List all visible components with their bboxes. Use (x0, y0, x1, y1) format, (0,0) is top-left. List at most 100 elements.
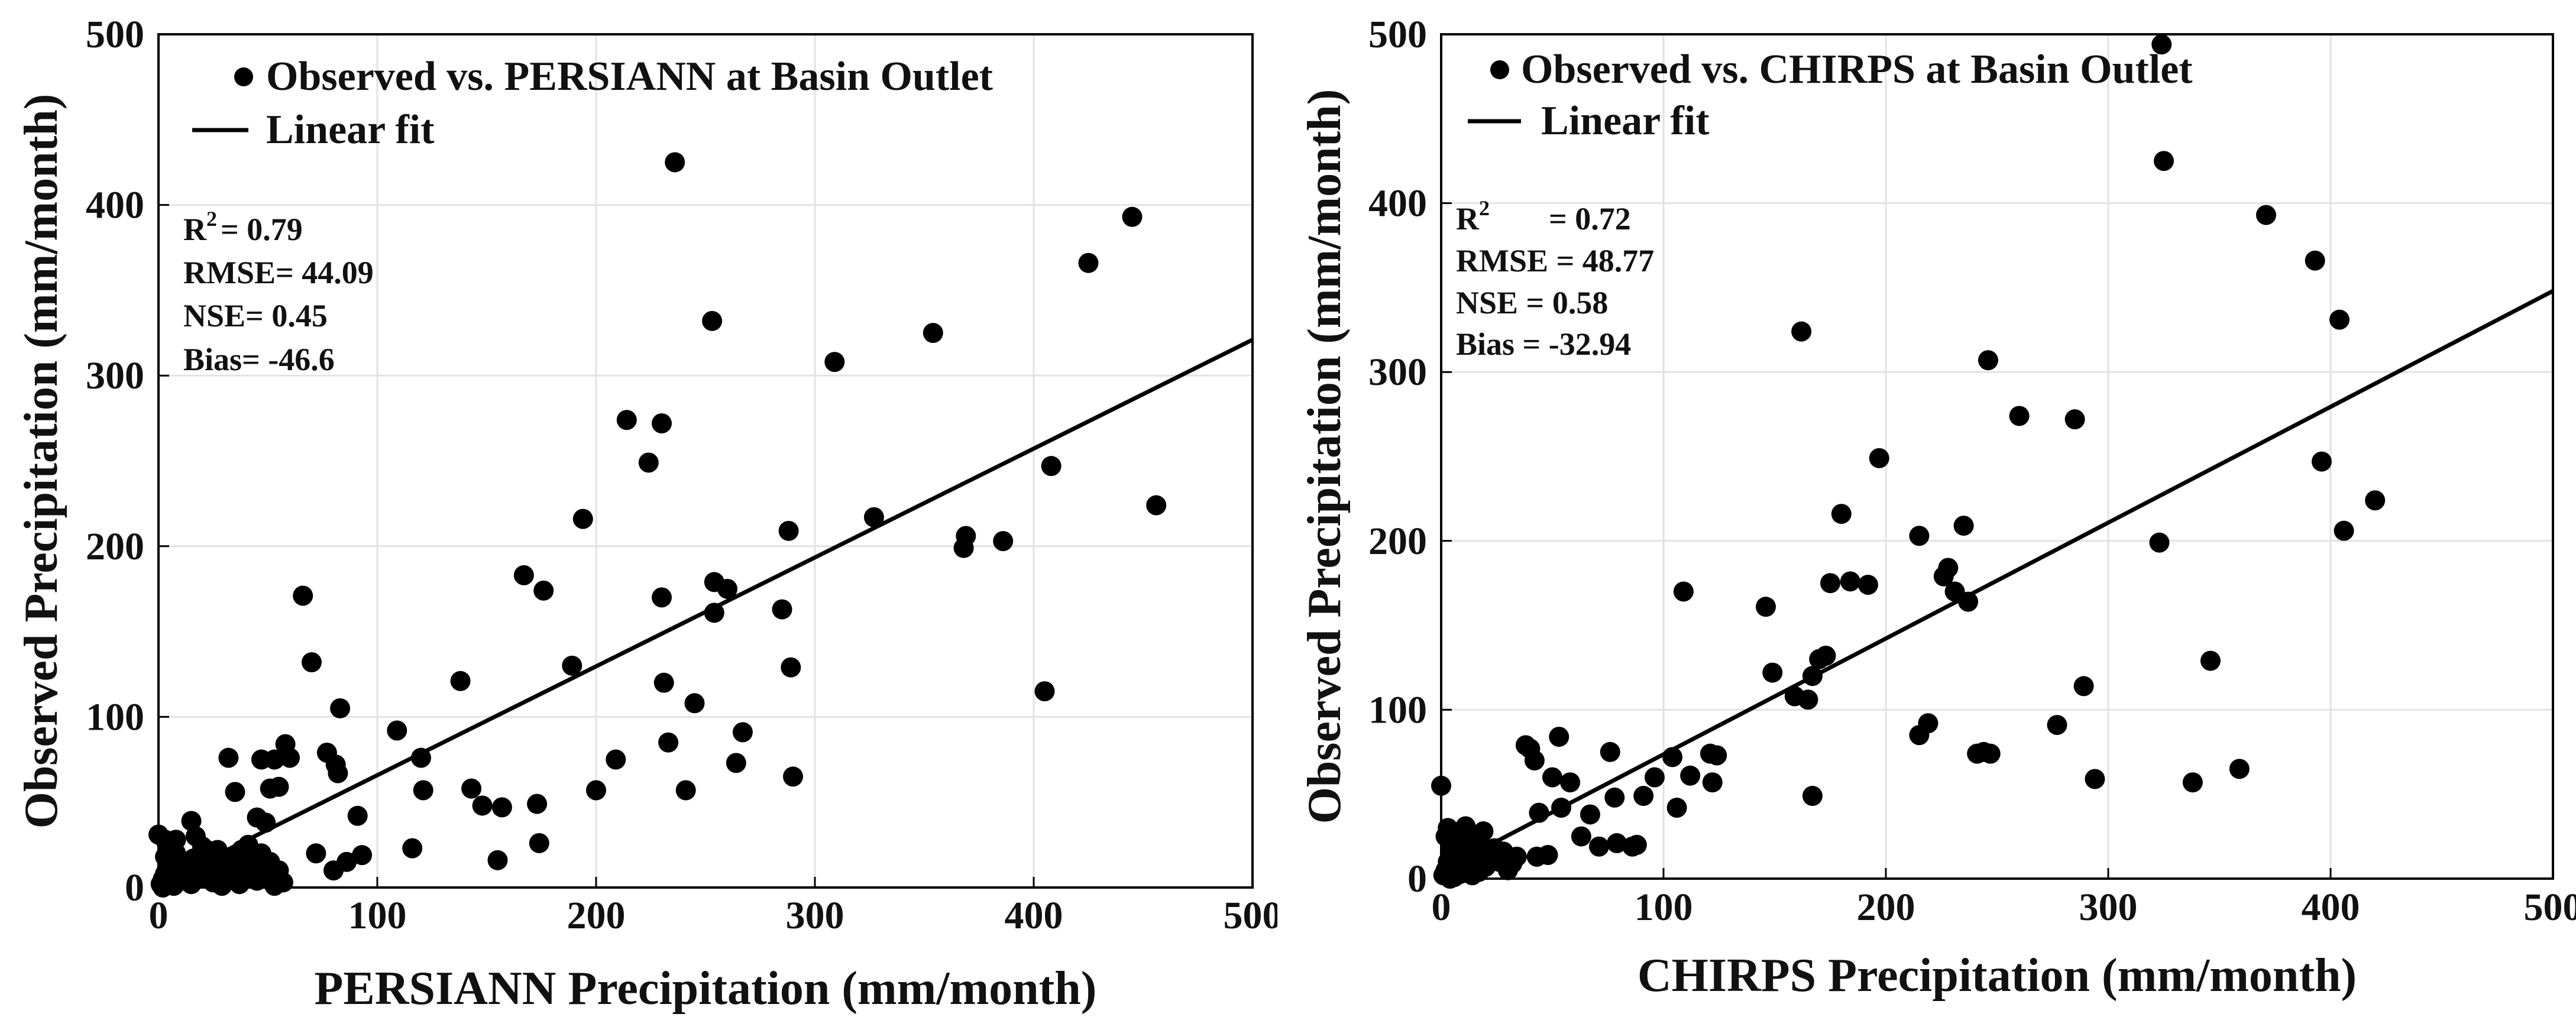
x-tick-label: 500 (2524, 886, 2576, 929)
data-point (472, 795, 493, 816)
data-point (491, 797, 512, 818)
data-point (1146, 495, 1167, 516)
data-point (1707, 745, 1727, 766)
data-point (1791, 321, 1812, 342)
fit-line (1440, 289, 2554, 872)
data-point (1980, 743, 2001, 764)
stat-r2: R2 = 0.79 (183, 207, 303, 247)
data-point (513, 565, 534, 585)
data-point (2365, 490, 2386, 511)
data-point (2154, 151, 2174, 171)
data-point (533, 580, 554, 601)
data-point (702, 310, 723, 331)
data-point (1909, 526, 1930, 546)
data-point (1542, 767, 1562, 788)
y-tick-label: 400 (1368, 182, 1427, 225)
data-point (2009, 406, 2030, 426)
x-tick-label: 0 (149, 894, 169, 937)
data-point (1560, 772, 1581, 793)
data-point (2151, 34, 2172, 55)
r2-value: = 0.72 (1549, 201, 1631, 237)
plot-frame (1440, 33, 2554, 880)
data-point (1798, 689, 1818, 710)
chart-panel-persiann: 0 100 200 300 400 500 0 100 200 300 400 500 PERSIAN… (0, 0, 1277, 1030)
stat-rmse: RMSE= 44.09 (183, 255, 374, 290)
stat-rmse: RMSE = 48.77 (1456, 243, 1654, 278)
y-tick-label: 300 (86, 354, 144, 397)
data-point (824, 352, 845, 373)
r2-label: R (183, 212, 207, 247)
data-point (240, 851, 261, 872)
data-point (1918, 713, 1939, 734)
x-tick-label: 300 (786, 894, 844, 937)
r2-label: R (1456, 201, 1480, 237)
data-point (280, 747, 300, 768)
chart-panel-chirps: 0 100 200 300 400 500 0 100 200 300 400 500 CHIRPS … (1288, 0, 2576, 1030)
y-tick-label: 400 (86, 184, 144, 227)
stat-r2: R2 = 0.72 (1456, 196, 1631, 237)
data-point (336, 851, 357, 872)
data-point (1816, 646, 1836, 666)
legend-marker-scatter (1490, 60, 1509, 79)
data-point (2255, 205, 2276, 225)
data-point (268, 776, 289, 797)
data-point (450, 671, 471, 691)
data-point (2182, 772, 2203, 793)
data-point (2229, 759, 2250, 779)
data-point (652, 413, 672, 434)
legend: Observed vs. CHIRPS at Basin Outlet Line… (1468, 47, 2193, 144)
data-point (1607, 833, 1627, 854)
data-point (461, 778, 482, 799)
data-point (2305, 250, 2325, 271)
data-point (1571, 826, 1591, 847)
data-point (772, 599, 792, 620)
y-tick-label: 100 (86, 695, 144, 739)
data-point (1078, 252, 1099, 273)
tick-labels: 0 100 200 300 400 500 0 100 200 300 400 500 (1368, 13, 2576, 929)
data-point (1869, 448, 1889, 468)
legend: Observed vs. PERSIANN at Basin Outlet Li… (192, 54, 993, 153)
data-point (1644, 767, 1665, 788)
data-point (778, 520, 799, 541)
stats-box: R2 = 0.72 RMSE = 48.77 NSE = 0.58 Bias = … (1456, 196, 1654, 362)
data-point (387, 720, 407, 741)
data-point (726, 753, 746, 773)
x-tick-label: 500 (1224, 894, 1278, 937)
data-point (1820, 573, 1840, 594)
data-point (781, 657, 801, 678)
data-point (347, 805, 368, 826)
r2-superscript: 2 (1479, 196, 1490, 220)
data-point (1762, 662, 1783, 683)
fit-line-group (157, 338, 1254, 886)
y-tick-label: 0 (1407, 857, 1427, 901)
legend-label-scatter: Observed vs. PERSIANN at Basin Outlet (266, 54, 993, 99)
y-tick-label: 0 (125, 866, 144, 909)
data-point (2149, 532, 2170, 553)
data-point (2311, 451, 2332, 472)
stat-nse: NSE= 0.45 (183, 298, 328, 333)
data-point (413, 780, 433, 801)
data-point (225, 782, 245, 802)
stat-bias: Bias = -32.94 (1456, 326, 1631, 362)
persiann-scatter-chart: 0 100 200 300 400 500 0 100 200 300 400 500 PERSIAN… (15, 13, 1278, 1015)
data-point (529, 833, 549, 853)
data-point (1034, 681, 1055, 702)
y-axis-title: Observed Precipitation (mm/month) (15, 94, 67, 829)
stats-box: R2 = 0.79 RMSE= 44.09 NSE= 0.45 Bias= -46… (183, 207, 374, 377)
data-point (1431, 775, 1451, 796)
data-point (956, 526, 976, 546)
x-tick-label: 300 (2079, 886, 2138, 929)
x-tick-label: 100 (348, 894, 407, 937)
legend-label-fit-line: Linear fit (266, 107, 435, 153)
data-point (2085, 769, 2105, 789)
data-point (196, 840, 217, 860)
data-point (1122, 206, 1143, 227)
data-point (487, 850, 508, 870)
data-point (1506, 846, 1527, 867)
legend-label-scatter: Observed vs. CHIRPS at Basin Outlet (1521, 47, 2193, 92)
data-point (218, 747, 239, 768)
stat-nse: NSE = 0.58 (1456, 285, 1608, 320)
data-point (1549, 727, 1569, 747)
x-tick-label: 200 (567, 894, 626, 937)
data-point (2064, 409, 2085, 430)
